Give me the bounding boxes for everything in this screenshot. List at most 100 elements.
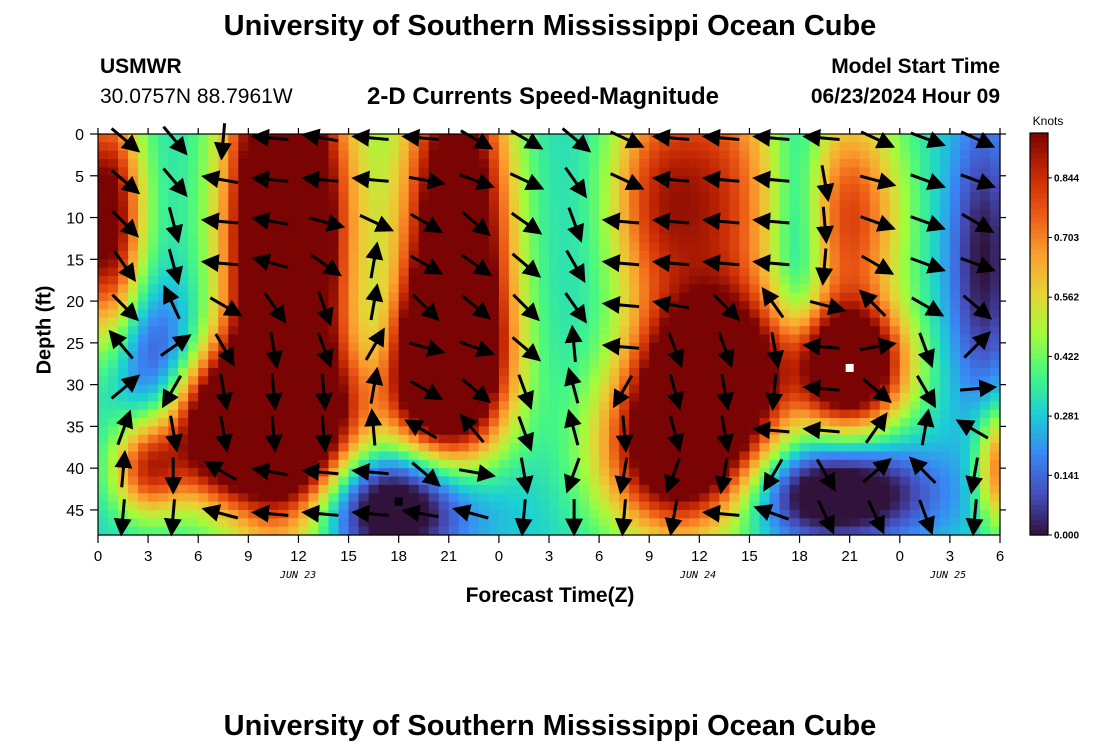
heatmap-cell bbox=[498, 518, 510, 528]
heatmap-cell bbox=[559, 459, 570, 469]
heatmap-cell bbox=[969, 359, 981, 369]
heatmap-cell bbox=[488, 484, 500, 494]
heatmap-cell bbox=[819, 200, 831, 210]
heatmap-cell bbox=[719, 409, 730, 419]
heatmap-cell bbox=[599, 317, 610, 327]
heatmap-cell bbox=[428, 418, 440, 427]
heatmap-cell bbox=[579, 401, 590, 411]
heatmap-cell bbox=[138, 250, 149, 260]
heatmap-cell bbox=[398, 443, 410, 453]
heatmap-cell bbox=[719, 518, 730, 528]
heatmap-cell bbox=[839, 451, 851, 461]
heatmap-cell bbox=[228, 225, 239, 235]
heatmap-cell bbox=[859, 301, 871, 311]
heatmap-cell bbox=[689, 443, 700, 453]
heatmap-cell bbox=[538, 509, 550, 519]
heatmap-cell bbox=[609, 501, 620, 511]
heatmap-cell bbox=[388, 418, 400, 427]
heatmap-cell bbox=[679, 426, 690, 436]
heatmap-cell bbox=[188, 509, 199, 519]
heatmap-cell bbox=[559, 225, 570, 235]
heatmap-cell bbox=[128, 401, 139, 411]
heatmap-cell bbox=[689, 418, 700, 427]
heatmap-cell bbox=[278, 434, 290, 444]
heatmap-cell bbox=[98, 526, 109, 536]
heatmap-cell bbox=[819, 150, 831, 160]
heatmap-cell bbox=[218, 518, 229, 528]
heatmap-cell bbox=[579, 284, 590, 294]
heatmap-cell bbox=[639, 484, 650, 494]
heatmap-cell bbox=[478, 200, 490, 210]
heatmap-cell bbox=[338, 259, 350, 269]
heatmap-cell bbox=[158, 150, 169, 160]
heatmap-cell bbox=[388, 451, 400, 461]
heatmap-cell bbox=[679, 459, 690, 469]
heatmap-cell bbox=[238, 134, 249, 143]
heatmap-cell bbox=[378, 192, 390, 202]
heatmap-cell bbox=[729, 351, 741, 361]
heatmap-cell bbox=[649, 334, 660, 344]
heatmap-cell bbox=[639, 242, 650, 252]
heatmap-cell bbox=[929, 468, 941, 478]
heatmap-cell bbox=[298, 434, 310, 444]
heatmap-cell bbox=[498, 309, 510, 319]
heatmap-cell bbox=[458, 267, 470, 277]
heatmap-cell bbox=[278, 401, 290, 411]
heatmap-cell bbox=[298, 367, 310, 377]
heatmap-cell bbox=[528, 484, 540, 494]
heatmap-cell bbox=[278, 317, 290, 327]
colorbar-segment bbox=[1030, 449, 1048, 456]
current-vector-arrow bbox=[165, 206, 184, 244]
heatmap-cell bbox=[599, 476, 610, 486]
heatmap-cell bbox=[969, 367, 981, 377]
heatmap-cell bbox=[438, 159, 450, 169]
heatmap-cell bbox=[679, 401, 690, 411]
heatmap-cell bbox=[258, 184, 269, 194]
heatmap-cell bbox=[809, 209, 821, 219]
heatmap-cell bbox=[118, 142, 129, 152]
heatmap-cell bbox=[639, 200, 650, 210]
heatmap-cell bbox=[599, 167, 610, 177]
heatmap-cell bbox=[699, 276, 710, 285]
heatmap-cell bbox=[699, 434, 710, 444]
heatmap-cell bbox=[899, 484, 911, 494]
current-vector-arrow bbox=[609, 172, 645, 191]
heatmap-cell bbox=[679, 159, 690, 169]
heatmap-cell bbox=[418, 493, 430, 503]
heatmap-cell bbox=[248, 376, 259, 386]
heatmap-cell bbox=[929, 276, 941, 285]
heatmap-cell bbox=[899, 443, 911, 453]
heatmap-cell bbox=[508, 476, 520, 486]
heatmap-cell bbox=[508, 351, 520, 361]
heatmap-cell bbox=[428, 159, 440, 169]
heatmap-cell bbox=[759, 409, 771, 419]
colorbar-segment bbox=[1030, 399, 1048, 405]
heatmap-cell bbox=[198, 167, 209, 177]
heatmap-cell bbox=[168, 409, 179, 419]
heatmap-cell bbox=[448, 443, 460, 453]
current-vector-arrow bbox=[264, 373, 283, 412]
heatmap-cell bbox=[138, 217, 149, 227]
heatmap-cell bbox=[589, 301, 600, 311]
heatmap-cell bbox=[278, 250, 290, 260]
x-tick-label: 21 bbox=[841, 548, 858, 565]
current-vector-arrow bbox=[664, 457, 682, 494]
heatmap-cell bbox=[158, 225, 169, 235]
heatmap-cell bbox=[799, 459, 811, 469]
heatmap-cell bbox=[328, 409, 340, 419]
heatmap-cell bbox=[498, 443, 510, 453]
heatmap-cell bbox=[779, 234, 791, 244]
heatmap-cell bbox=[528, 376, 540, 386]
heatmap-cell bbox=[739, 384, 751, 394]
heatmap-cell bbox=[388, 234, 400, 244]
heatmap-cell bbox=[448, 434, 460, 444]
heatmap-cell bbox=[829, 359, 841, 369]
colorbar-segment bbox=[1030, 268, 1048, 275]
heatmap-cell bbox=[609, 459, 620, 469]
heatmap-cell bbox=[779, 384, 791, 394]
current-vector-arrow bbox=[201, 504, 239, 522]
heatmap-cell bbox=[789, 200, 801, 210]
heatmap-cell bbox=[398, 359, 410, 369]
heatmap-cell bbox=[929, 493, 941, 503]
heatmap-cell bbox=[488, 167, 500, 177]
